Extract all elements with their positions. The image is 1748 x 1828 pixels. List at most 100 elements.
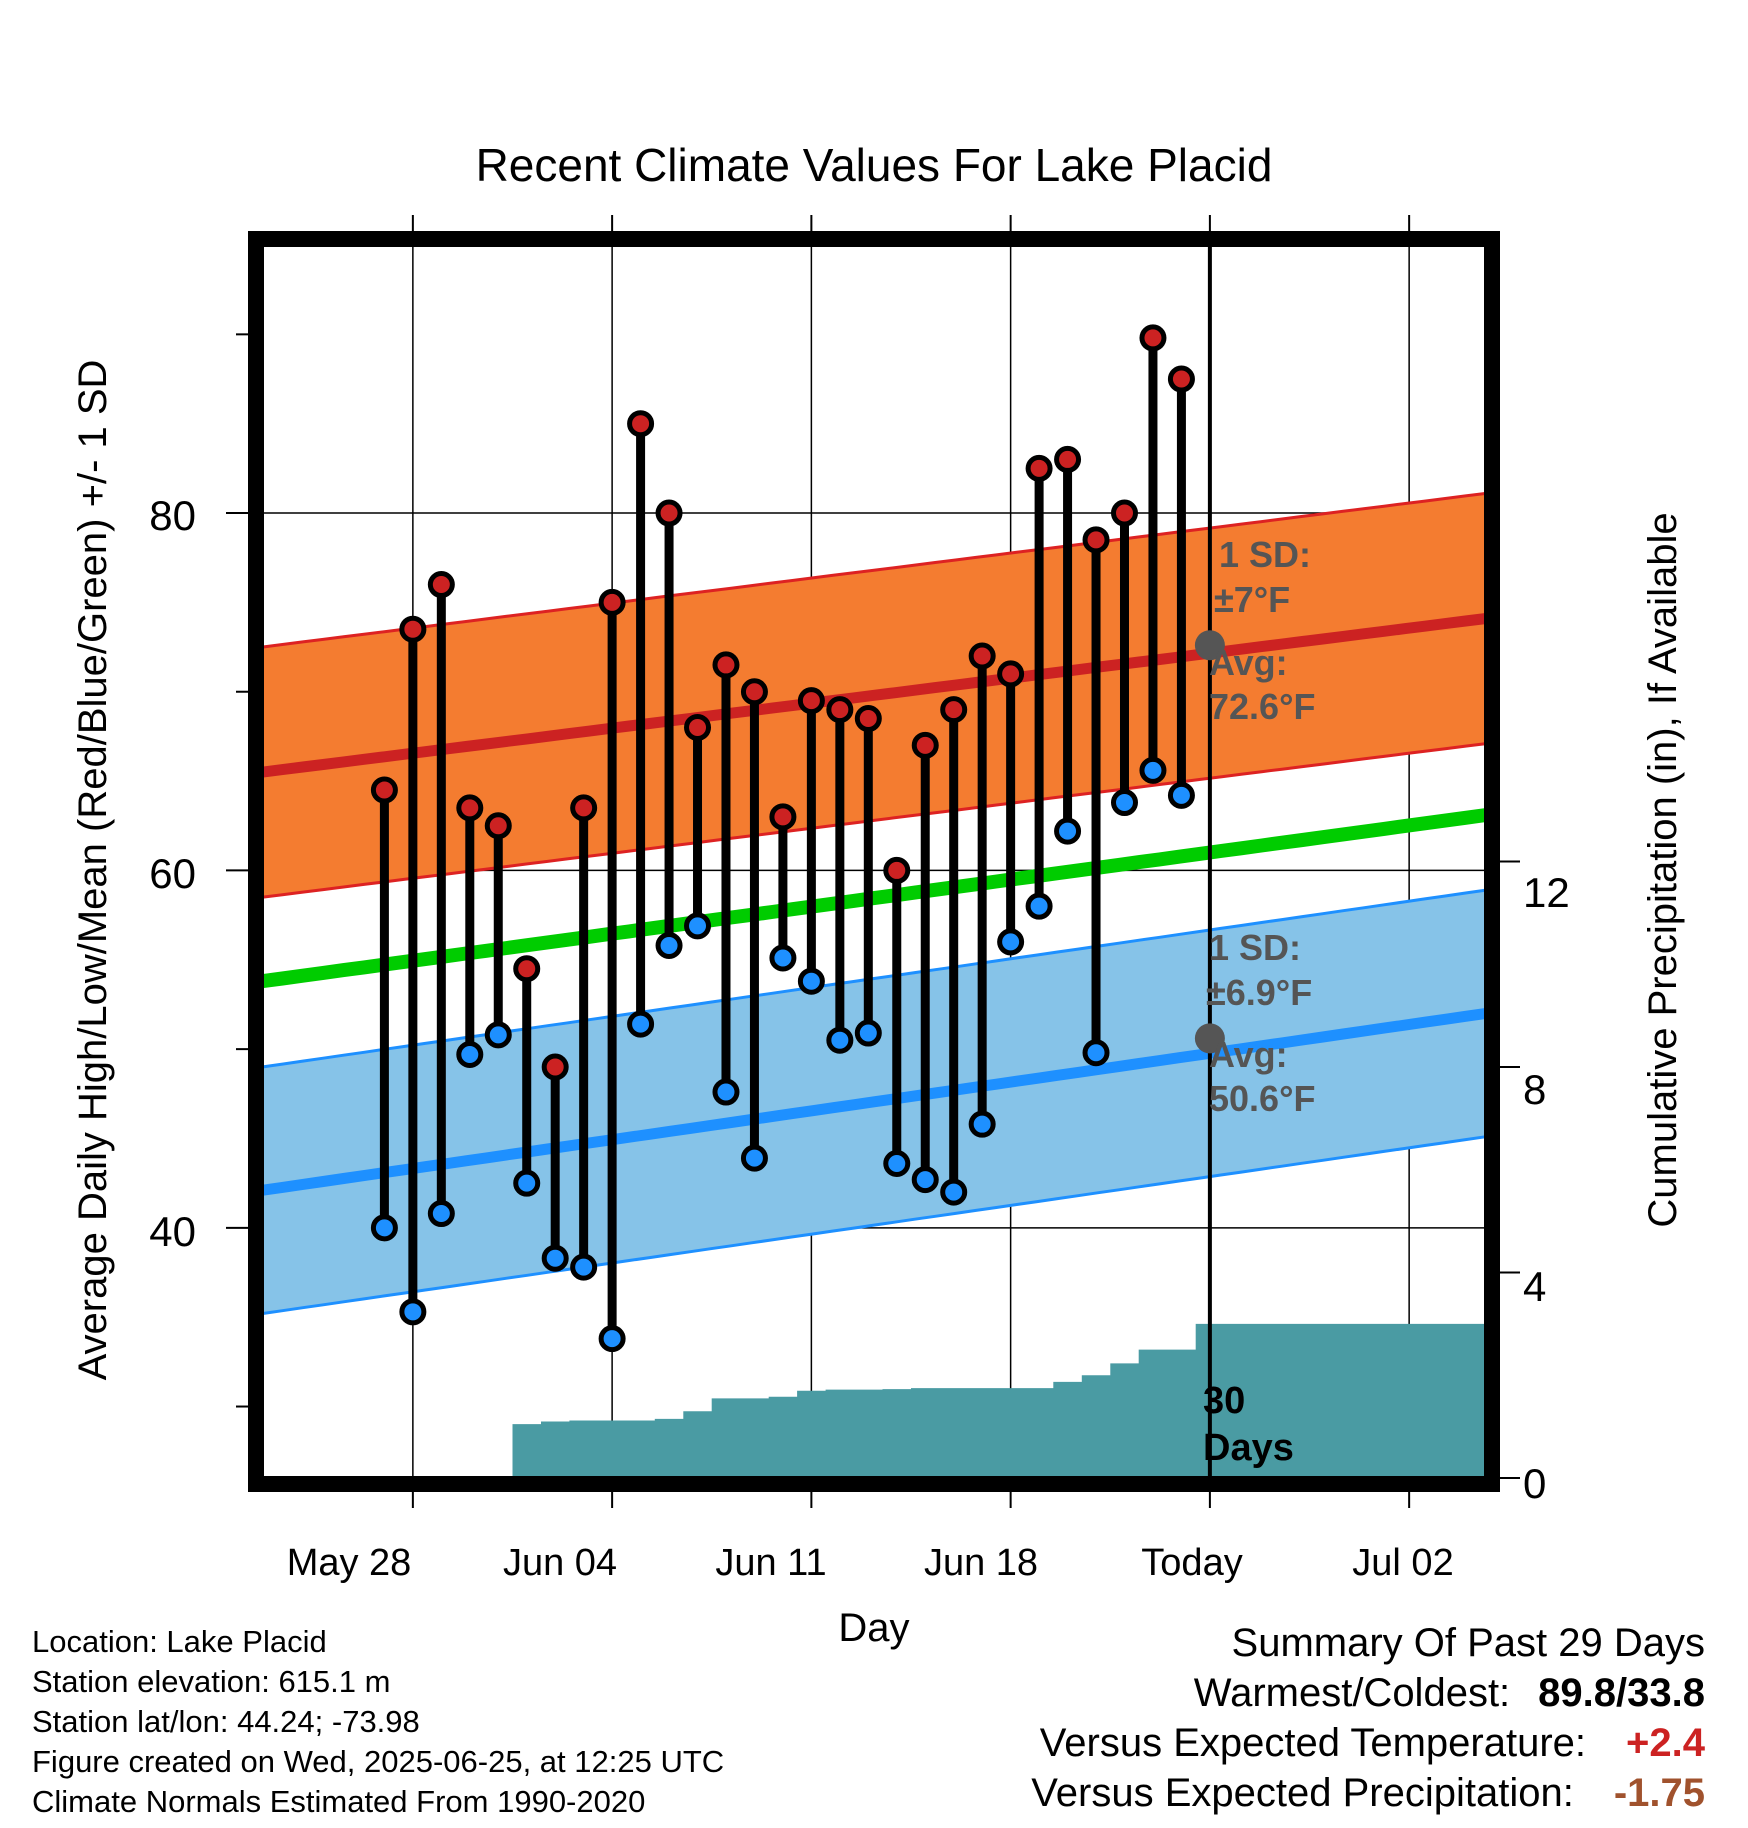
- daily-high-point: [655, 499, 683, 527]
- x-axis-label: Day: [838, 1606, 909, 1650]
- precip-row: Versus Expected Precipitation: -1.75: [1031, 1768, 1705, 1818]
- daily-low-point: [940, 1178, 968, 1206]
- y2-tick-label: 8: [1523, 1066, 1546, 1113]
- daily-low-point: [1025, 892, 1053, 920]
- daily-high-point: [911, 731, 939, 759]
- daily-high-point: [598, 588, 626, 616]
- daily-low-point: [826, 1026, 854, 1054]
- daily-high-point: [1110, 499, 1138, 527]
- temp-row: Versus Expected Temperature: +2.4: [1031, 1718, 1705, 1768]
- high-avg-value: 72.6°F: [1209, 686, 1315, 727]
- high-sd-value: ±7°F: [1214, 579, 1290, 620]
- y2-axis-label: Cumulative Precipitation (in), If Availa…: [1641, 512, 1685, 1227]
- daily-low-point: [997, 928, 1025, 956]
- low-avg-value: 50.6°F: [1209, 1078, 1315, 1119]
- normals-text: Climate Normals Estimated From 1990-2020: [32, 1784, 646, 1819]
- precip-label: Versus Expected Precipitation:: [1031, 1771, 1574, 1815]
- daily-high-point: [684, 713, 712, 741]
- daily-high-point: [1025, 454, 1053, 482]
- precip-value: -1.75: [1613, 1771, 1705, 1815]
- daily-high-point: [541, 1053, 569, 1081]
- precip-days-label: 30 Days: [1203, 1380, 1294, 1469]
- warmest-coldest-value: 89.8/33.8: [1538, 1671, 1705, 1715]
- daily-low-point: [541, 1244, 569, 1272]
- y-axis-label: Average Daily High/Low/Mean (Red/Blue/Gr…: [71, 360, 115, 1381]
- daily-high-point: [1139, 324, 1167, 352]
- daily-low-point: [1139, 756, 1167, 784]
- high-sd-label: 1 SD:: [1219, 534, 1311, 575]
- daily-high-point: [712, 651, 740, 679]
- summary-title: Summary Of Past 29 Days: [1231, 1621, 1705, 1665]
- plot-frame: [248, 231, 1500, 1492]
- daily-low-point: [456, 1040, 484, 1068]
- annotations: 1 SD: ±7°F Avg: 72.6°F 1 SD: ±6.9°F Avg:…: [1206, 534, 1315, 1119]
- daily-high-point: [513, 955, 541, 983]
- daily-high-point: [940, 696, 968, 724]
- daily-low-point: [968, 1110, 996, 1138]
- daily-high-point: [1054, 445, 1082, 473]
- y-tick-label: 60: [149, 850, 196, 897]
- low-avg-label: Avg:: [1209, 1034, 1288, 1075]
- daily-high-point: [399, 615, 427, 643]
- daily-high-point: [769, 803, 797, 831]
- y-tick-label: 80: [149, 492, 196, 539]
- today-high-avg-marker: [1194, 630, 1225, 661]
- daily-high-point: [484, 812, 512, 840]
- high-sd-upper-line: [261, 491, 1487, 649]
- daily-low-point: [1167, 781, 1195, 809]
- daily-low-point: [684, 912, 712, 940]
- temp-label: Versus Expected Temperature:: [1039, 1721, 1587, 1765]
- low-sd-label: 1 SD:: [1209, 927, 1301, 968]
- daily-high-point: [627, 410, 655, 438]
- daily-low-point: [427, 1200, 455, 1228]
- precip-area: [370, 1323, 1486, 1478]
- today-low-avg-marker: [1194, 1023, 1225, 1054]
- normal-low-line: [261, 1007, 1487, 1196]
- daily-low-point: [484, 1021, 512, 1049]
- x-tick-label: Jul 02: [1352, 1542, 1453, 1584]
- daily-high-point: [370, 776, 398, 804]
- daily-high-point: [997, 660, 1025, 688]
- precip-days-word: Days: [1203, 1427, 1294, 1469]
- daily-low-point: [1054, 817, 1082, 845]
- daily-high-point: [427, 571, 455, 599]
- y-tick-labels: 40 60 80: [149, 492, 196, 1255]
- daily-low-point: [399, 1298, 427, 1326]
- summary-panel: Summary Of Past 29 Days Warmest/Coldest:…: [1031, 1618, 1705, 1818]
- temp-value: +2.4: [1626, 1721, 1705, 1765]
- daily-high-point: [570, 794, 598, 822]
- y2-tick-label: 0: [1523, 1460, 1546, 1507]
- low-sd-value: ±6.9°F: [1206, 972, 1312, 1013]
- y-tick-label: 40: [149, 1208, 196, 1255]
- daily-low-point: [655, 931, 683, 959]
- daily-low-point: [883, 1149, 911, 1177]
- latlon-text: Station lat/lon: 44.24; -73.98: [32, 1704, 420, 1739]
- x-tick-label: May 28: [287, 1542, 412, 1584]
- x-tick-label: Jun 11: [715, 1542, 826, 1584]
- location-text: Location: Lake Placid: [32, 1624, 327, 1659]
- daily-high-point: [968, 642, 996, 670]
- daily-low-point: [570, 1253, 598, 1281]
- x-tick-label: Jun 18: [924, 1542, 1038, 1584]
- y2-tick-label: 4: [1523, 1263, 1546, 1310]
- warmest-coldest-label: Warmest/Coldest:: [1193, 1671, 1511, 1715]
- daily-high-point: [883, 856, 911, 884]
- low-sd-lower-line: [261, 1135, 1487, 1316]
- x-tick-label: Today: [1141, 1542, 1242, 1584]
- created-text: Figure created on Wed, 2025-06-25, at 12…: [32, 1744, 725, 1779]
- daily-low-point: [911, 1166, 939, 1194]
- daily-low-point: [712, 1078, 740, 1106]
- normal-high-line: [261, 613, 1487, 778]
- daily-high-point: [797, 687, 825, 715]
- daily-low-point: [854, 1019, 882, 1047]
- x-tick-labels: May 28 Jun 04 Jun 11 Jun 18 Today Jul 02: [287, 1542, 1454, 1584]
- daily-low-point: [1082, 1039, 1110, 1067]
- y2-tick-labels: 0 4 8 12: [1523, 869, 1570, 1507]
- daily-low-point: [1110, 789, 1138, 817]
- daily-high-point: [854, 705, 882, 733]
- station-info: Location: Lake Placid Station elevation:…: [32, 1622, 724, 1822]
- daily-low-point: [370, 1214, 398, 1242]
- chart-title: Recent Climate Values For Lake Placid: [476, 139, 1273, 191]
- daily-high-point: [740, 678, 768, 706]
